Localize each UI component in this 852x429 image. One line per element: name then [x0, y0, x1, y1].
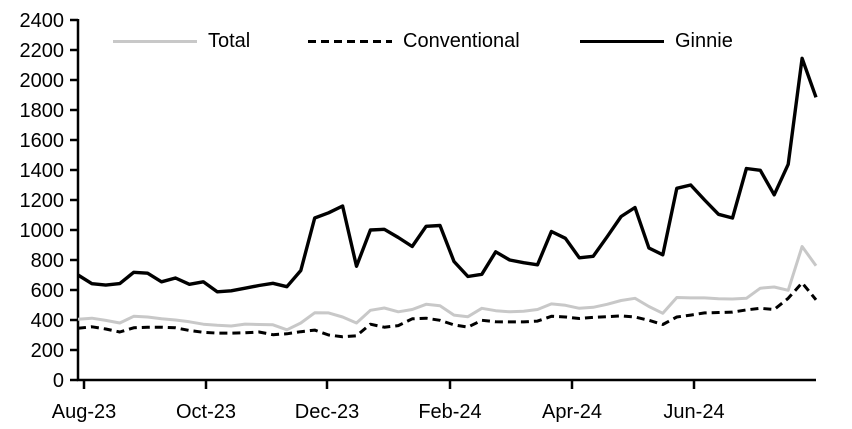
y-axis-tick-label: 200	[31, 340, 64, 362]
y-axis-tick-label: 2000	[20, 70, 65, 92]
x-axis-tick-label: Feb-24	[418, 401, 481, 423]
series-group	[77, 56, 818, 339]
series-line-total	[77, 245, 818, 332]
series-line-conventional	[77, 281, 818, 339]
y-axis-tick-label: 2400	[20, 10, 65, 32]
y-axis-tick-label: 600	[31, 280, 64, 302]
y-axis-tick-label: 1400	[20, 160, 65, 182]
y-axis-tick-label: 2200	[20, 40, 65, 62]
y-axis-tick-label: 1600	[20, 130, 65, 152]
y-axis-tick-label: 800	[31, 250, 64, 272]
x-axis-tick-label: Aug-23	[52, 401, 117, 423]
y-axis-tick-label: 1200	[20, 190, 65, 212]
x-axis-tick-label: Dec-23	[295, 401, 359, 423]
y-axis-tick-label: 1000	[20, 220, 65, 242]
y-axis-tick-label: 0	[53, 370, 64, 392]
axes-group: 0 200 400 600 800 1000 1200 1400 1600 1800 2000 220…	[20, 10, 816, 423]
series-line-ginnie	[77, 56, 818, 294]
y-axis-tick-label: 1800	[20, 100, 65, 122]
y-axis-tick-label: 400	[31, 310, 64, 332]
x-axis-tick-label: Oct-23	[176, 401, 236, 423]
x-axis-tick-label: Apr-24	[542, 401, 602, 423]
x-axis-tick-label: Jun-24	[663, 401, 724, 423]
